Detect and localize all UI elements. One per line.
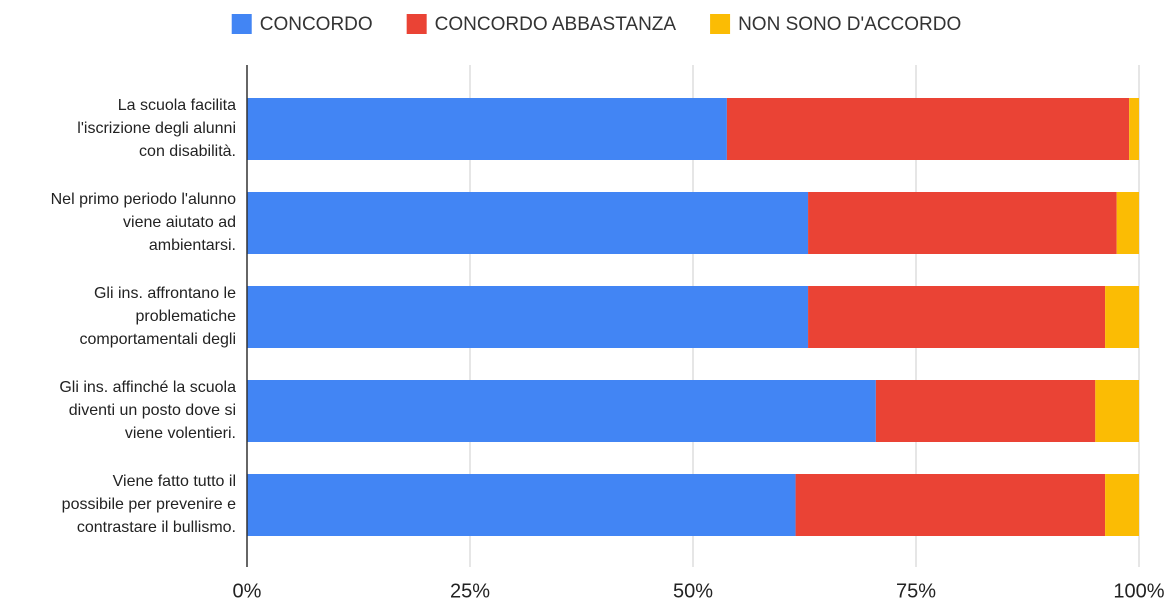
legend-label: CONCORDO [260,14,373,35]
legend: CONCORDO CONCORDO ABBASTANZA NON SONO D'AC… [231,14,961,35]
bar-segment [1105,474,1139,536]
y-tick-label: Nel primo periodo l'alunno viene aiutato … [51,191,236,254]
legend-swatch [231,14,252,34]
bar-segment [1105,286,1139,348]
bar-segment [875,380,1096,442]
x-tick-label: 0% [233,580,262,602]
x-tick-label: 50% [673,580,713,602]
bar-segment [247,474,796,536]
y-tick-label: La scuola facilita l'iscrizione degli alu… [77,97,236,160]
bar-segment [726,98,1130,160]
x-tick-label: 25% [450,580,490,602]
legend-swatch [710,14,731,34]
bar-segment [247,380,876,442]
y-tick-label: Viene fatto tutto il possibile per preven… [62,473,236,536]
x-tick-label: 75% [896,580,936,602]
x-tick-label: 100% [1113,580,1164,602]
bar-segment [1129,98,1139,160]
bar-segment [247,192,809,254]
y-tick-label: Gli ins. affrontano le problematiche compo… [79,285,236,348]
bar-segment [1095,380,1139,442]
legend-label: NON SONO D'ACCORDO [738,14,961,35]
bar-segment [1116,192,1139,254]
legend-label: CONCORDO ABBASTANZA [435,14,677,35]
bar-segment [247,98,727,160]
legend-swatch [406,14,427,34]
y-tick-label: Gli ins. affinché la scuola diventi un po… [59,379,236,442]
bar-segment [808,286,1106,348]
bar-segment [247,286,809,348]
bar-segment [795,474,1106,536]
bar-segment [808,192,1117,254]
